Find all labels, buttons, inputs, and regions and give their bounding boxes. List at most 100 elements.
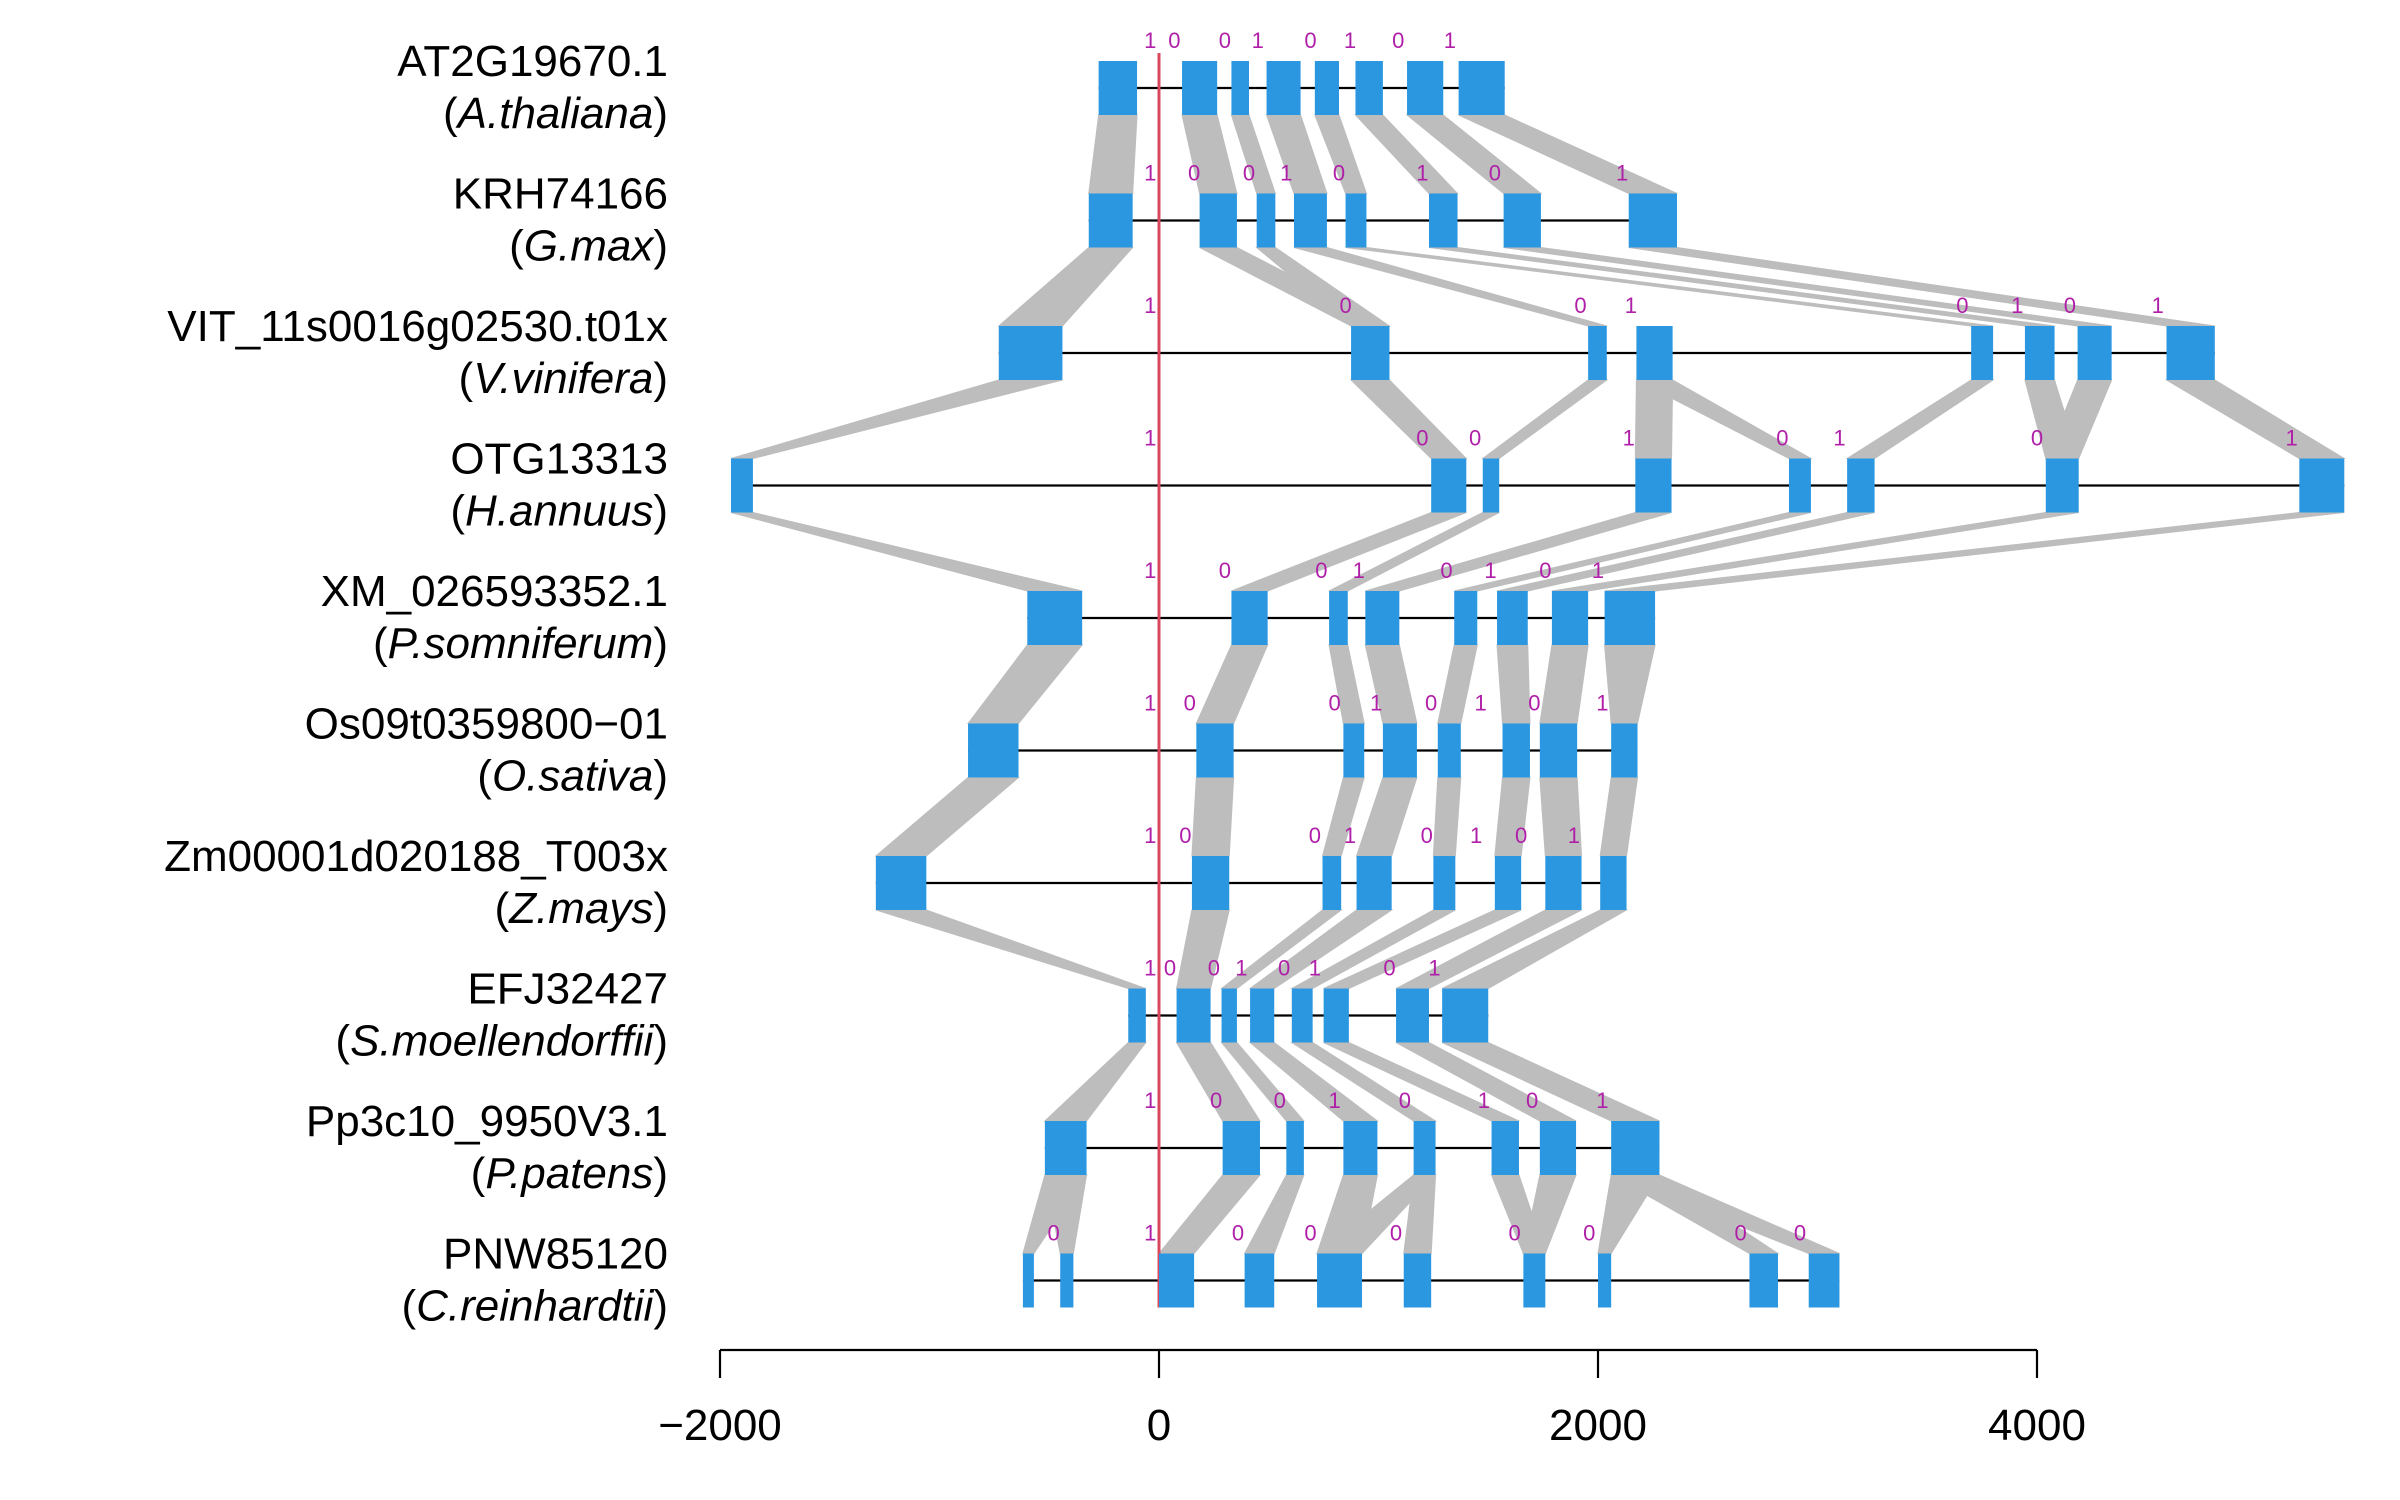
exon-block — [1329, 591, 1348, 645]
phase-label: 1 — [1309, 956, 1321, 981]
exon-connector — [1481, 379, 1609, 459]
exon-block — [2299, 458, 2345, 513]
exon-block — [1314, 61, 1339, 115]
phase-label: 0 — [1425, 691, 1437, 716]
phase-label: 0 — [1219, 28, 1231, 53]
species-open-paren: ( — [373, 619, 388, 668]
exon-block — [1196, 723, 1234, 778]
exon-connector — [1265, 114, 1328, 194]
species-open-paren: ( — [509, 222, 524, 271]
phase-label: 0 — [1539, 558, 1551, 583]
phase-label: 0 — [1469, 426, 1481, 451]
phase-label: 0 — [1219, 558, 1231, 583]
exon-block — [1808, 1253, 1840, 1308]
exon-block — [1182, 61, 1218, 115]
exon-block — [1128, 988, 1146, 1043]
phase-label: 0 — [1956, 293, 1968, 318]
phase-label: 0 — [1583, 1221, 1595, 1246]
exon-block — [1199, 193, 1237, 248]
species-label: (Z.mays) — [494, 884, 668, 933]
exon-block — [1176, 988, 1211, 1043]
axis-tick-label: −2000 — [658, 1401, 782, 1450]
phase-label: 1 — [1833, 426, 1845, 451]
species-name: P.patens — [485, 1149, 653, 1198]
phase-label: 0 — [2031, 426, 2043, 451]
exon-block — [1317, 1253, 1363, 1308]
exon-block — [968, 723, 1019, 778]
phase-label: 1 — [1144, 28, 1156, 53]
exon-block — [1497, 591, 1528, 645]
species-name: V.vinifera — [473, 354, 653, 403]
phase-label: 1 — [1470, 823, 1482, 848]
x-axis: −2000 0 2000 4000 — [658, 1348, 2086, 1450]
exon-connector — [1355, 777, 1418, 857]
exon-block — [1847, 458, 1875, 513]
exon-block — [1256, 193, 1276, 248]
exon-block — [1437, 723, 1461, 778]
phase-label: 0 — [1168, 28, 1180, 53]
phase-label: 0 — [1208, 956, 1220, 981]
axis-tick-label: 4000 — [1988, 1401, 2086, 1450]
phase-label: 1 — [1596, 691, 1608, 716]
exon-block — [1323, 988, 1349, 1043]
exon-connector — [1599, 777, 1639, 857]
species-open-paren: ( — [494, 884, 509, 933]
phase-label: 0 — [1304, 1221, 1316, 1246]
species-close-paren: ) — [653, 487, 668, 536]
phase-label: 1 — [1568, 823, 1580, 848]
exon-connector — [1604, 644, 1656, 724]
exon-block — [1098, 61, 1138, 115]
phase-label: 1 — [2152, 293, 2164, 318]
species-label: (O.sativa) — [477, 752, 668, 801]
phase-label: 0 — [1315, 558, 1327, 583]
exon-block — [1355, 61, 1383, 115]
species-name: O.sativa — [492, 752, 653, 801]
phase-label: 1 — [1344, 28, 1356, 53]
exon-connector — [1628, 247, 2215, 327]
exon-block — [1428, 193, 1458, 248]
exon-block — [1322, 856, 1342, 910]
phase-label: 0 — [1179, 823, 1191, 848]
exon-block — [1286, 1121, 1304, 1175]
phase-label: 0 — [1528, 691, 1540, 716]
exon-block — [1611, 1121, 1660, 1175]
phase-label: 1 — [1144, 161, 1156, 186]
phase-label: 1 — [1370, 691, 1382, 716]
phase-label: 0 — [1515, 823, 1527, 848]
exon-block — [1293, 193, 1327, 248]
exon-block — [1636, 326, 1673, 380]
exon-block — [1221, 988, 1237, 1043]
phase-label: 1 — [1474, 691, 1486, 716]
species-name: H.annuus — [465, 487, 653, 536]
exon-connector — [1539, 644, 1589, 724]
exon-block — [1231, 61, 1249, 115]
species-name: G.max — [524, 222, 656, 271]
exon-block — [1044, 1121, 1087, 1175]
phase-label: 0 — [1416, 426, 1428, 451]
gene-id-label: EFJ32427 — [467, 965, 668, 1014]
exon-block — [1545, 856, 1582, 910]
exon-block — [1027, 591, 1083, 645]
exon-block — [1343, 1121, 1378, 1175]
phase-label: 1 — [1428, 956, 1440, 981]
exon-connector — [1088, 114, 1138, 194]
gene-id-label: VIT_11s0016g02530.t01x — [167, 302, 668, 351]
exon-block — [1598, 1253, 1612, 1308]
exon-block — [1345, 193, 1367, 248]
phase-label: 1 — [1328, 1088, 1340, 1113]
phase-label: 0 — [1776, 426, 1788, 451]
connector-layer — [730, 114, 2347, 1254]
phase-label: 0 — [1421, 823, 1433, 848]
species-close-paren: ) — [653, 884, 668, 933]
exon-connector — [1522, 1174, 1577, 1254]
exon-block — [1539, 723, 1578, 778]
exon-block — [1551, 591, 1589, 645]
species-label: (C.reinhardtii) — [401, 1282, 668, 1331]
exon-connector — [1157, 1174, 1262, 1254]
exon-block — [1491, 1121, 1519, 1175]
exon-block — [1600, 856, 1627, 910]
phase-label: 0 — [1328, 691, 1340, 716]
phase-label: 1 — [1235, 956, 1247, 981]
species-label: (A.thaliana) — [443, 89, 668, 138]
phase-label: 0 — [1489, 161, 1501, 186]
